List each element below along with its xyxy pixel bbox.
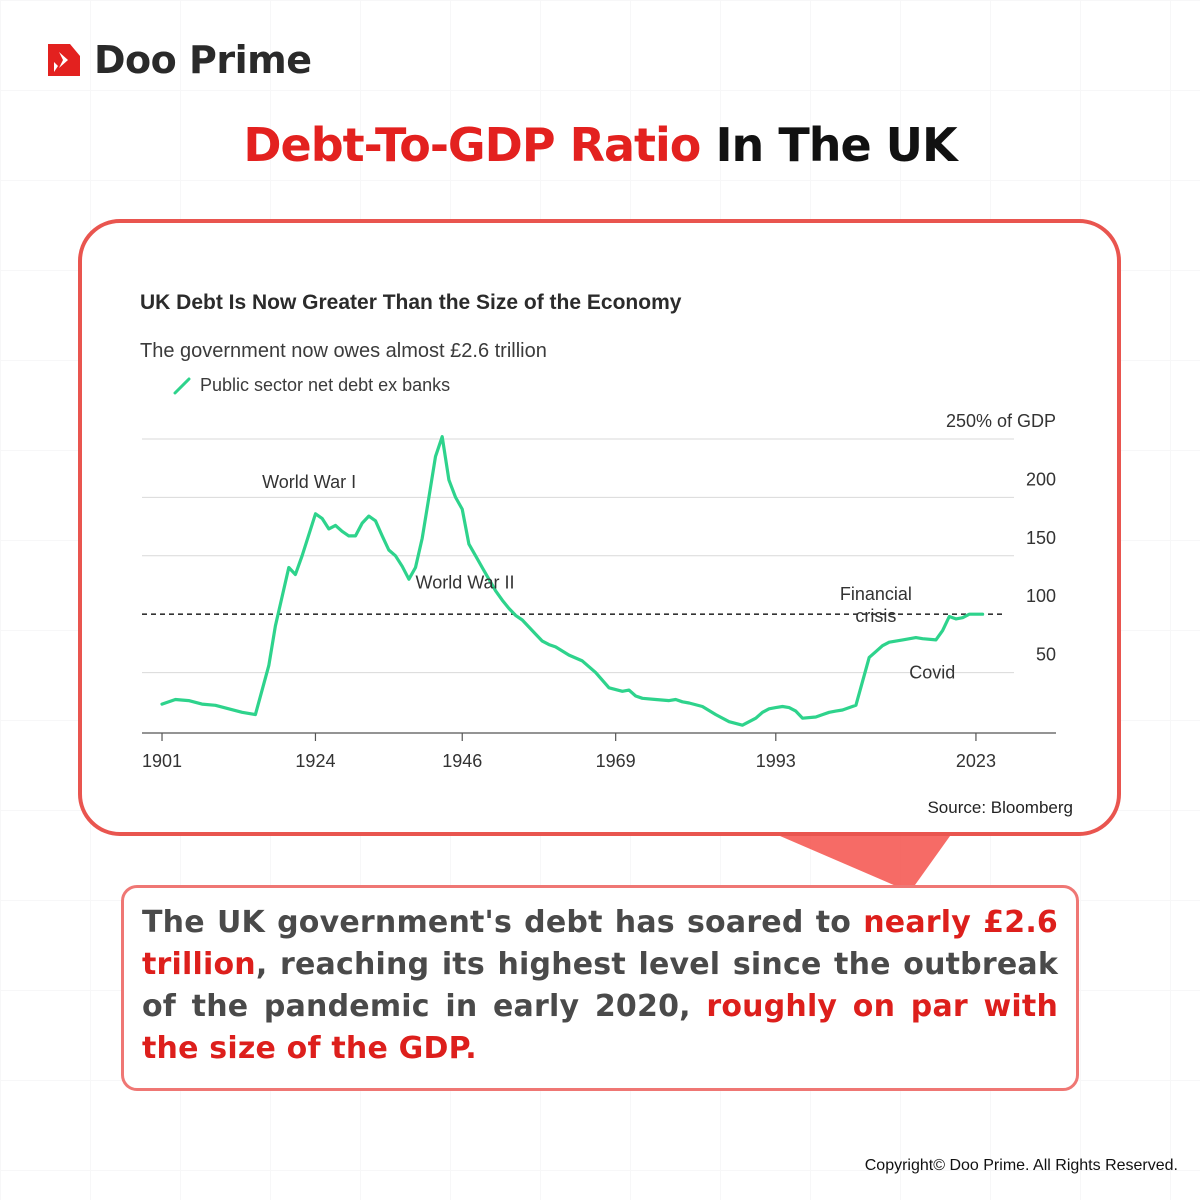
legend-label: Public sector net debt ex banks (200, 375, 451, 395)
y-tick-label: 50 (1036, 645, 1056, 665)
x-tick-label: 2023 (956, 751, 996, 771)
x-tick-label: 1901 (142, 751, 182, 771)
annotation-world-war-i: World War I (262, 472, 356, 492)
x-tick-label: 1924 (295, 751, 335, 771)
summary-text: The UK government's debt has soared to n… (142, 902, 1058, 1070)
y-tick-label: 200 (1026, 469, 1056, 489)
annotation-financial-crisis: Financial crisis (840, 584, 912, 626)
brand-logo: Doo Prime (46, 38, 312, 82)
headline-black-part: In The UK (715, 118, 957, 172)
doo-prime-logo-icon (48, 44, 80, 76)
copyright-notice: Copyright© Doo Prime. All Rights Reserve… (864, 1157, 1178, 1174)
series-line-public-sector-net-debt (160, 435, 985, 727)
x-tick-label: 1969 (596, 751, 636, 771)
debt-line-chart: 250% of GDP 200 150 100 50 1901 1924 1946 1969 19… (142, 411, 1056, 771)
summary-card: The UK government's debt has soared to n… (121, 885, 1079, 1091)
page-headline: Debt-To-GDP Ratio In The UK (0, 118, 1200, 172)
x-tick-label: 1993 (756, 751, 796, 771)
chart-card: UK Debt Is Now Greater Than the Size of … (78, 219, 1121, 836)
annotation-covid: Covid (909, 662, 955, 682)
headline-red-part: Debt-To-GDP Ratio (243, 118, 701, 172)
y-tick-label: 100 (1026, 586, 1056, 606)
brand-name: Doo Prime (94, 38, 312, 82)
summary-highlight-2: roughly on par with the size of the GDP. (142, 989, 1058, 1066)
y-tick-label: 150 (1026, 528, 1056, 548)
decorative-arrow-shape (780, 836, 950, 892)
chart-subtitle: The government now owes almost £2.6 tril… (140, 340, 547, 362)
annotation-world-war-ii: World War II (416, 573, 515, 593)
legend-line-icon (173, 377, 191, 394)
summary-highlight-1: nearly £2.6 trillion (142, 905, 1059, 982)
chart-title: UK Debt Is Now Greater Than the Size of … (140, 291, 682, 314)
x-tick-label: 1946 (442, 751, 482, 771)
y-tick-label: 250% of GDP (946, 411, 1056, 431)
chart-legend: Public sector net debt ex banks (172, 375, 450, 396)
summary-part-2: , reaching its highest level since the o… (142, 947, 1058, 1024)
chart-source: Source: Bloomberg (927, 798, 1073, 817)
summary-part-1: The UK government's debt has soared to (142, 905, 864, 940)
